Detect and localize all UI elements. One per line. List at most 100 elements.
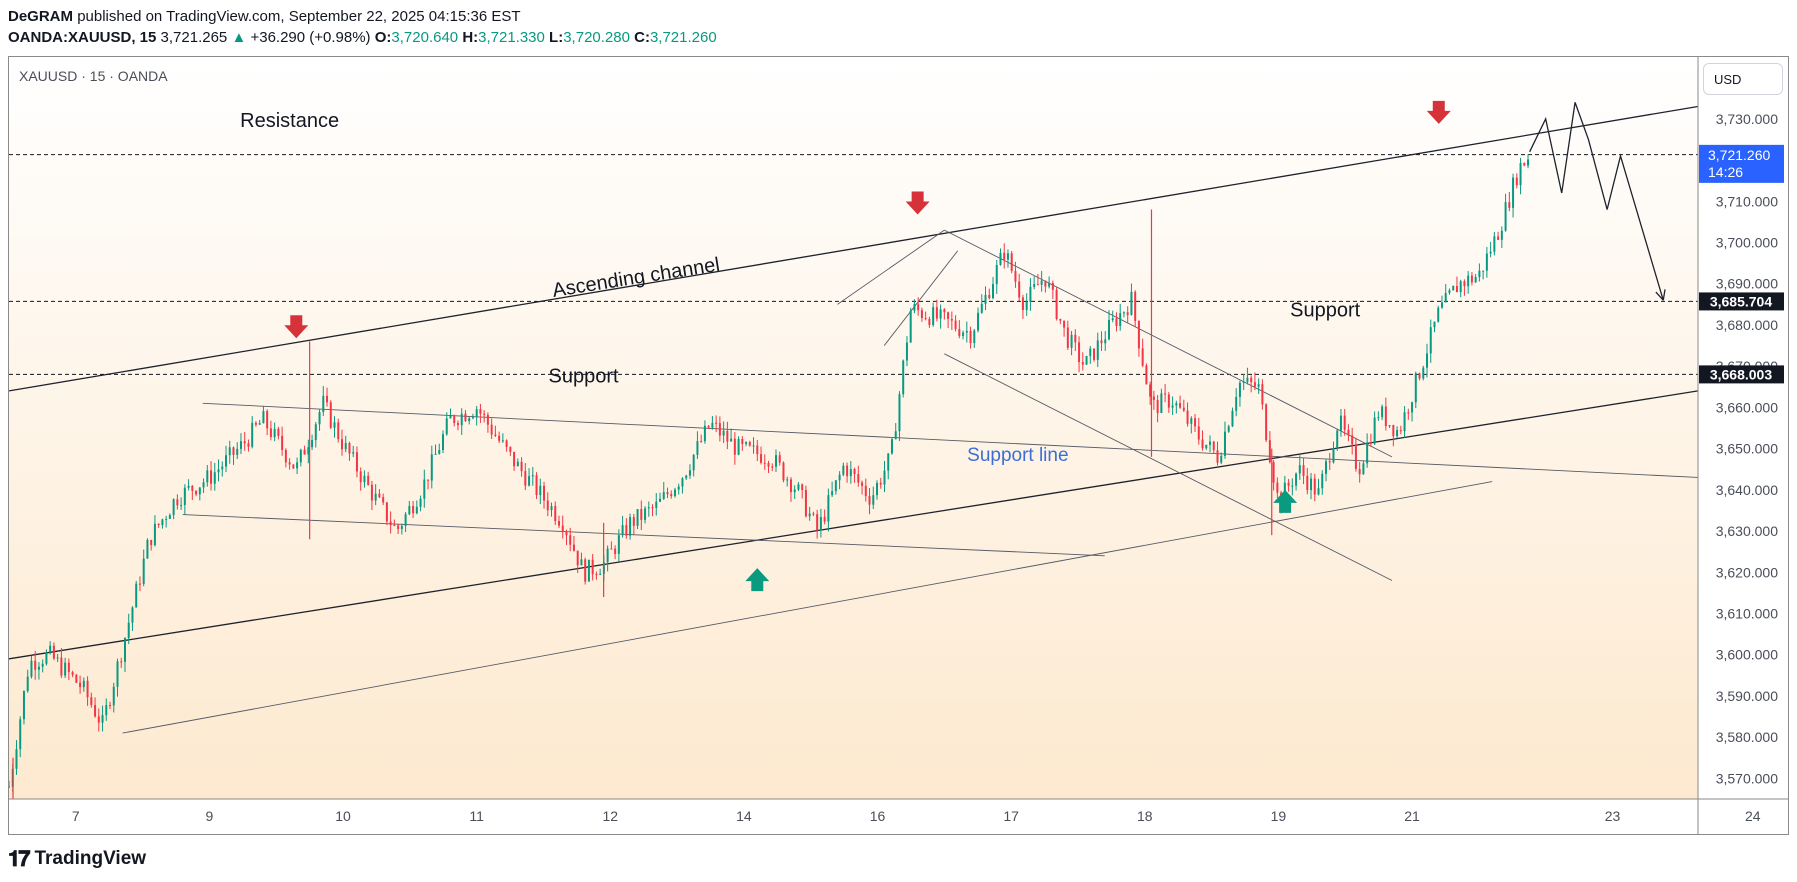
candle-body [284, 449, 287, 463]
candle-body [917, 304, 920, 311]
candle-body [883, 470, 886, 485]
candle-body [666, 492, 669, 495]
candle-body [1392, 425, 1395, 437]
candle-body [180, 505, 183, 507]
candle-body [90, 697, 93, 706]
candle-body [1261, 384, 1264, 405]
symbol-label: OANDA:XAUUSD, 15 [8, 29, 157, 46]
candle-body [112, 686, 115, 706]
candle-body [756, 445, 759, 455]
candle-body [1220, 455, 1223, 463]
candle-body [273, 428, 276, 438]
candle-body [1074, 334, 1077, 343]
candle-body [572, 544, 575, 551]
tradingview-logo-icon: 𝟏𝟕 [8, 846, 31, 871]
candle-body [86, 680, 89, 698]
candle-body [864, 485, 867, 497]
candle-body [326, 395, 329, 403]
candle-body [1489, 251, 1492, 254]
tradingview-logo[interactable]: 𝟏𝟕 TradingView [8, 846, 146, 872]
candle-body [1149, 384, 1152, 397]
annotation-label: Support line [967, 445, 1068, 466]
candle-body [962, 332, 965, 336]
candle-body [1354, 444, 1357, 470]
close-label: C: [634, 29, 650, 46]
candle-body [1302, 465, 1305, 476]
candle-body [546, 500, 549, 511]
plot-background [9, 57, 1698, 799]
candle-body [771, 466, 774, 468]
candle-body [109, 705, 112, 707]
time-tick-label: 16 [870, 808, 886, 824]
candle-body [988, 294, 991, 299]
time-tick-label: 9 [206, 808, 214, 824]
candle-body [696, 441, 699, 455]
candle-body [266, 411, 269, 429]
candle-body [131, 607, 134, 623]
time-tick-label: 24 [1745, 808, 1761, 824]
candle-body [584, 559, 587, 582]
candle-body [557, 521, 560, 526]
candle-body [730, 438, 733, 442]
candle-body [509, 447, 512, 452]
candle-body [442, 434, 445, 451]
candle-body [355, 452, 358, 472]
trendline-descending-bottom [944, 353, 1393, 581]
candle-body [550, 506, 553, 511]
candle-body [587, 559, 590, 582]
candle-body [498, 435, 501, 441]
candle-body [879, 482, 882, 485]
candle-body [565, 532, 568, 536]
candle-body [389, 521, 392, 526]
candle-body [677, 486, 680, 490]
candle-body [1134, 291, 1137, 321]
candle-body [456, 423, 459, 426]
candle-body [655, 501, 658, 508]
candle-body [153, 523, 156, 546]
candle-body [41, 663, 44, 667]
candle-body [1089, 348, 1092, 357]
candle-body [1223, 431, 1226, 456]
candle-body [1422, 367, 1425, 379]
candle-body [659, 498, 662, 502]
candle-body [1190, 418, 1193, 424]
candle-body [367, 475, 370, 485]
trendline-wedge-right [883, 250, 959, 346]
author-name[interactable]: DeGRAM [8, 8, 74, 25]
candle-body [782, 462, 785, 481]
candle-body [138, 583, 141, 585]
trendline-lower-parallel [122, 481, 1493, 734]
candle-body [1384, 406, 1387, 427]
candle-body [434, 453, 437, 455]
candle-body [329, 402, 332, 428]
time-tick-label: 17 [1003, 808, 1019, 824]
candle-body [468, 418, 471, 422]
candle-body [984, 294, 987, 304]
annotation-label: Support [1290, 300, 1360, 322]
candle-body [116, 661, 119, 687]
candle-body [1059, 318, 1062, 321]
candle-body [819, 517, 822, 531]
candle-body [340, 439, 343, 450]
currency-button[interactable]: USD [1703, 63, 1783, 95]
candle-body [524, 471, 527, 486]
candle-body [1160, 393, 1163, 414]
candle-body [427, 479, 430, 481]
candle-body [1197, 426, 1200, 440]
trendline-support-lower [182, 514, 1105, 557]
candle-body [1010, 253, 1013, 271]
candle-body [599, 573, 602, 575]
candle-body [1317, 488, 1320, 495]
candle-body [60, 657, 63, 676]
candle-body [146, 539, 149, 559]
candle-body [868, 496, 871, 505]
candle-body [490, 424, 493, 435]
candle-body [135, 583, 138, 608]
candle-body [1194, 418, 1197, 427]
candle-body [49, 645, 52, 653]
low-value: 3,720.280 [563, 29, 630, 46]
annotation-label: Resistance [240, 110, 339, 132]
candle-body [236, 448, 239, 455]
candle-body [22, 691, 25, 720]
